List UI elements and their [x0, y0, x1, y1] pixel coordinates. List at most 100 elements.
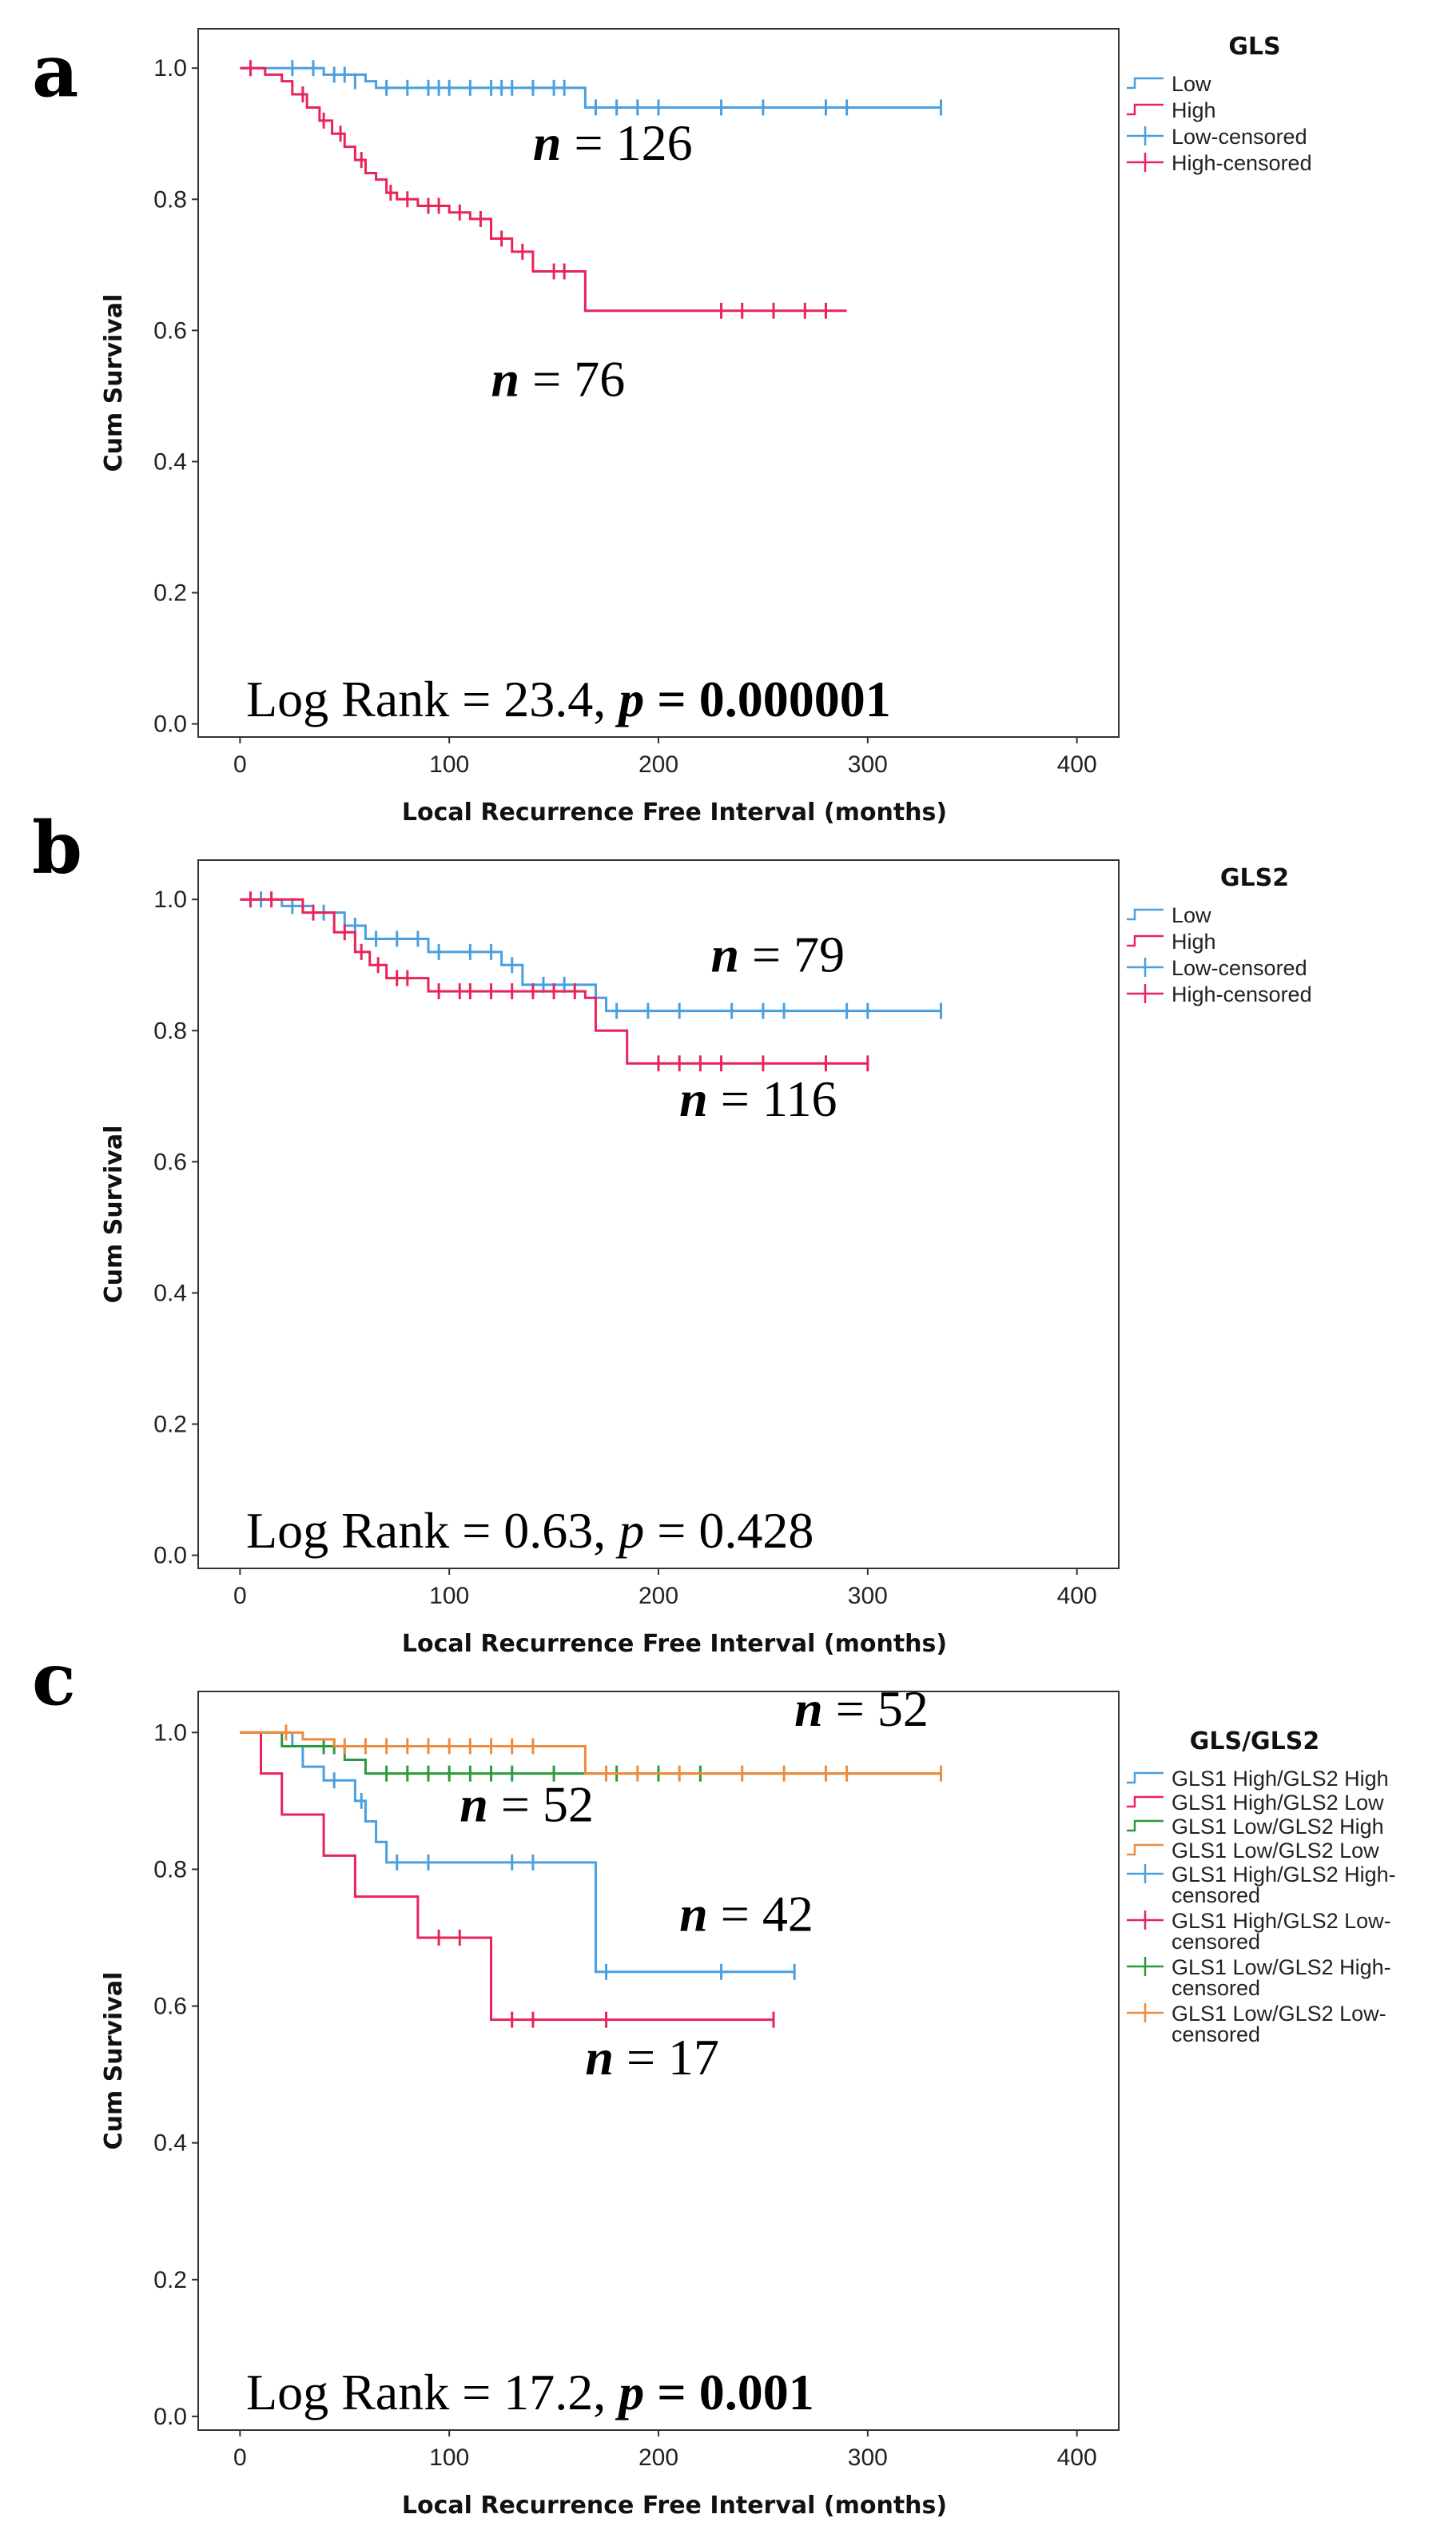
n-value: = 42 [708, 1885, 814, 1942]
y-tick-label: 0.8 [153, 1856, 187, 1883]
n-symbol: n [585, 2029, 614, 2086]
y-axis-label: Cum Survival [100, 294, 128, 472]
n-value: = 76 [519, 350, 625, 407]
legend-line-swatch [1127, 908, 1164, 921]
n-annotation: n = 116 [679, 1070, 837, 1127]
panel-letter: c [32, 1637, 76, 1722]
x-tick-label: 200 [638, 2444, 678, 2471]
x-tick-label: 200 [638, 1583, 678, 1609]
x-tick-label: 0 [233, 1583, 247, 1609]
x-tick-label: 0 [233, 2444, 247, 2471]
n-annotation: n = 79 [710, 926, 845, 982]
n-value: = 52 [488, 1776, 594, 1833]
y-tick-label: 0.0 [153, 1543, 187, 1569]
plot-frame [197, 859, 1120, 1569]
legend-label-cont: censored [1172, 2022, 1260, 2046]
legend-label: Low-censored [1172, 956, 1307, 980]
n-symbol: n [679, 1885, 708, 1942]
y-tick-label: 0.6 [153, 1149, 187, 1175]
legend-label: GLS1 High/GLS2 High- [1172, 1863, 1396, 1887]
log-rank-text: Log Rank = 0.63, [246, 1502, 619, 1559]
legend-title: GLS [1228, 33, 1280, 61]
y-tick-label: 0.2 [153, 580, 187, 607]
p-symbol: p [615, 671, 644, 727]
y-tick-label: 0.0 [153, 2404, 187, 2430]
n-symbol: n [710, 926, 739, 982]
legend-label: High-censored [1172, 982, 1312, 1006]
legend-label-cont: censored [1172, 1976, 1260, 2000]
p-value: = 0.001 [644, 2364, 814, 2420]
y-tick-label: 1.0 [153, 887, 187, 913]
panel-letter: b [32, 806, 82, 890]
legend-label: Low [1172, 72, 1211, 96]
y-tick-label: 0.6 [153, 317, 187, 344]
p-value: = 0.428 [644, 1502, 814, 1559]
legend-label: Low-censored [1172, 125, 1307, 149]
y-axis-label: Cum Survival [100, 1126, 128, 1304]
x-tick-label: 400 [1057, 751, 1097, 778]
x-axis-label: Local Recurrence Free Interval (months) [402, 799, 947, 827]
legend-label: High [1172, 98, 1216, 122]
legend-label: GLS1 High/GLS2 Low- [1172, 1909, 1391, 1933]
y-tick-label: 0.2 [153, 2267, 187, 2293]
y-axis-label: Cum Survival [100, 1972, 128, 2150]
legend-label: Low [1172, 903, 1211, 927]
n-annotation: n = 42 [679, 1885, 814, 1942]
n-value: = 79 [739, 926, 845, 982]
log-rank-stat: Log Rank = 23.4, p = 0.000001 [246, 671, 891, 727]
x-tick-label: 200 [638, 751, 678, 778]
survival-step-line [240, 898, 868, 1065]
legend-label-cont: censored [1172, 1883, 1260, 1907]
series-gls1-low-gls2-low [240, 1724, 942, 1782]
y-tick-label: 0.6 [153, 1994, 187, 2020]
legend-line-swatch [1127, 1843, 1164, 1856]
survival-step-line [240, 66, 941, 109]
p-value: = 0.000001 [644, 671, 890, 727]
panel-a: a 0.0 0.2 0.4 0.6 0.8 1.0 0 100 200 300 400 Local Re… [32, 28, 1312, 827]
y-tick-label: 0.4 [153, 1280, 187, 1306]
n-symbol: n [491, 350, 520, 407]
legend-label: GLS1 High/GLS2 Low [1172, 1791, 1384, 1815]
survival-step-line [240, 66, 847, 313]
legend-label-cont: censored [1172, 1930, 1260, 1954]
p-symbol: p [615, 2364, 644, 2420]
legend-label: GLS1 High/GLS2 High [1172, 1767, 1389, 1791]
legend-line-swatch [1127, 934, 1164, 947]
n-annotation: n = 76 [491, 350, 626, 407]
n-symbol: n [679, 1070, 708, 1127]
x-tick-label: 100 [429, 751, 469, 778]
legend-line-swatch [1127, 103, 1164, 116]
x-tick-label: 0 [233, 751, 247, 778]
n-symbol: n [533, 114, 562, 171]
legend-title: GLS/GLS2 [1190, 1727, 1320, 1755]
legend-label: GLS1 Low/GLS2 High [1172, 1815, 1384, 1839]
legend-title: GLS2 [1220, 864, 1289, 892]
series-low [240, 60, 942, 116]
n-annotation: n = 52 [794, 1680, 929, 1737]
log-rank-text: Log Rank = 23.4, [246, 671, 619, 727]
n-annotation: n = 17 [585, 2029, 719, 2086]
y-tick-label: 0.4 [153, 448, 187, 475]
x-axis-label: Local Recurrence Free Interval (months) [402, 1630, 947, 1658]
y-tick-label: 0.2 [153, 1412, 187, 1438]
y-tick-label: 1.0 [153, 55, 187, 82]
n-annotation: n = 52 [459, 1776, 594, 1833]
legend-label: GLS1 Low/GLS2 Low- [1172, 2002, 1386, 2026]
log-rank-stat: Log Rank = 17.2, p = 0.001 [246, 2364, 814, 2420]
legend-label: High-censored [1172, 151, 1312, 175]
x-tick-label: 300 [848, 1583, 888, 1609]
y-tick-label: 0.4 [153, 2130, 187, 2157]
legend-line-swatch [1127, 1819, 1164, 1832]
n-annotation: n = 126 [533, 114, 693, 171]
legend-label: GLS1 Low/GLS2 Low [1172, 1839, 1379, 1863]
x-tick-label: 300 [848, 751, 888, 778]
survival-step-line [240, 1731, 941, 1775]
n-value: = 52 [823, 1680, 929, 1737]
y-tick-label: 0.8 [153, 186, 187, 213]
panel-b: b 0.0 0.2 0.4 0.6 0.8 1.0 0 100 200 300 400 Local Re… [32, 806, 1312, 1658]
legend-line-swatch [1127, 77, 1164, 90]
